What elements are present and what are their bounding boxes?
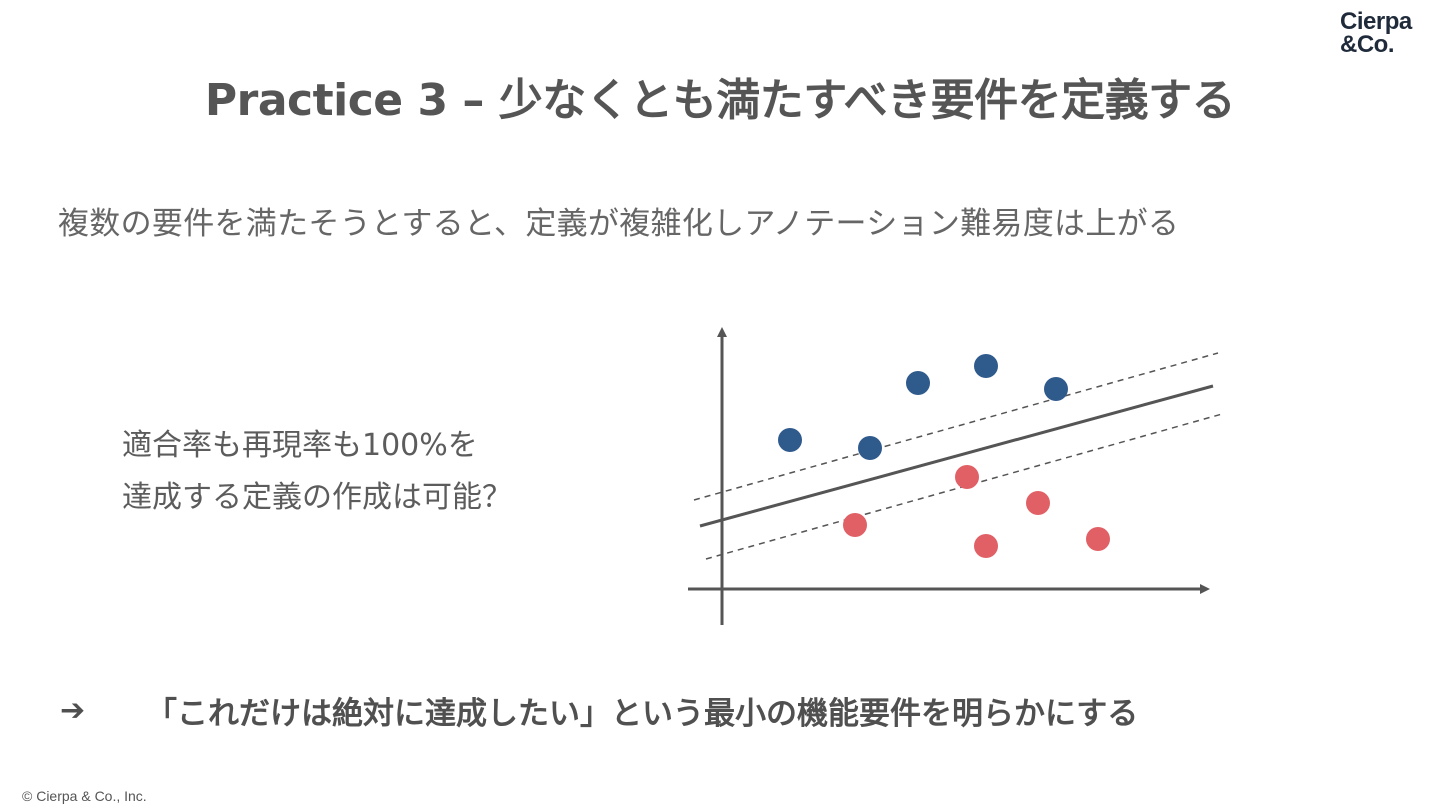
blue-point bbox=[1044, 377, 1068, 401]
question-line-1: 適合率も再現率も100%を bbox=[122, 428, 478, 463]
conclusion-text: 「これだけは絶対に達成したい」という最小の機能要件を明らかにする bbox=[146, 696, 1139, 732]
slide-title: Practice 3 – 少なくとも満たすべき要件を定義する bbox=[204, 75, 1236, 126]
blue-point bbox=[906, 371, 930, 395]
blue-point bbox=[858, 436, 882, 460]
decision-boundary-line bbox=[699, 384, 1214, 528]
red-point bbox=[974, 534, 998, 558]
red-point bbox=[1026, 491, 1050, 515]
conclusion: ➔ 「これだけは絶対に達成したい」という最小の機能要件を明らかにする bbox=[60, 688, 1138, 733]
blue-point bbox=[778, 428, 802, 452]
question-line-2: 達成する定義の作成は可能？ bbox=[122, 480, 512, 515]
red-point bbox=[1086, 527, 1110, 551]
copyright-notice: © Cierpa & Co., Inc. bbox=[22, 788, 147, 804]
right-arrow-icon: ➔ bbox=[60, 693, 86, 728]
classification-diagram bbox=[688, 327, 1223, 625]
upper-margin-line bbox=[693, 352, 1219, 501]
company-logo: Cierpa &Co. bbox=[1340, 8, 1430, 58]
slide-subtitle: 複数の要件を満たそうとすると、定義が複雑化しアノテーション難易度は上がる bbox=[58, 206, 1180, 242]
red-point bbox=[843, 513, 867, 537]
logo-line-1: Cierpa bbox=[1340, 8, 1412, 35]
logo-line-2: &Co. bbox=[1340, 31, 1395, 58]
blue-point bbox=[974, 354, 998, 378]
question-text: 適合率も再現率も100%を 達成する定義の作成は可能？ bbox=[122, 420, 512, 524]
red-point bbox=[955, 465, 979, 489]
